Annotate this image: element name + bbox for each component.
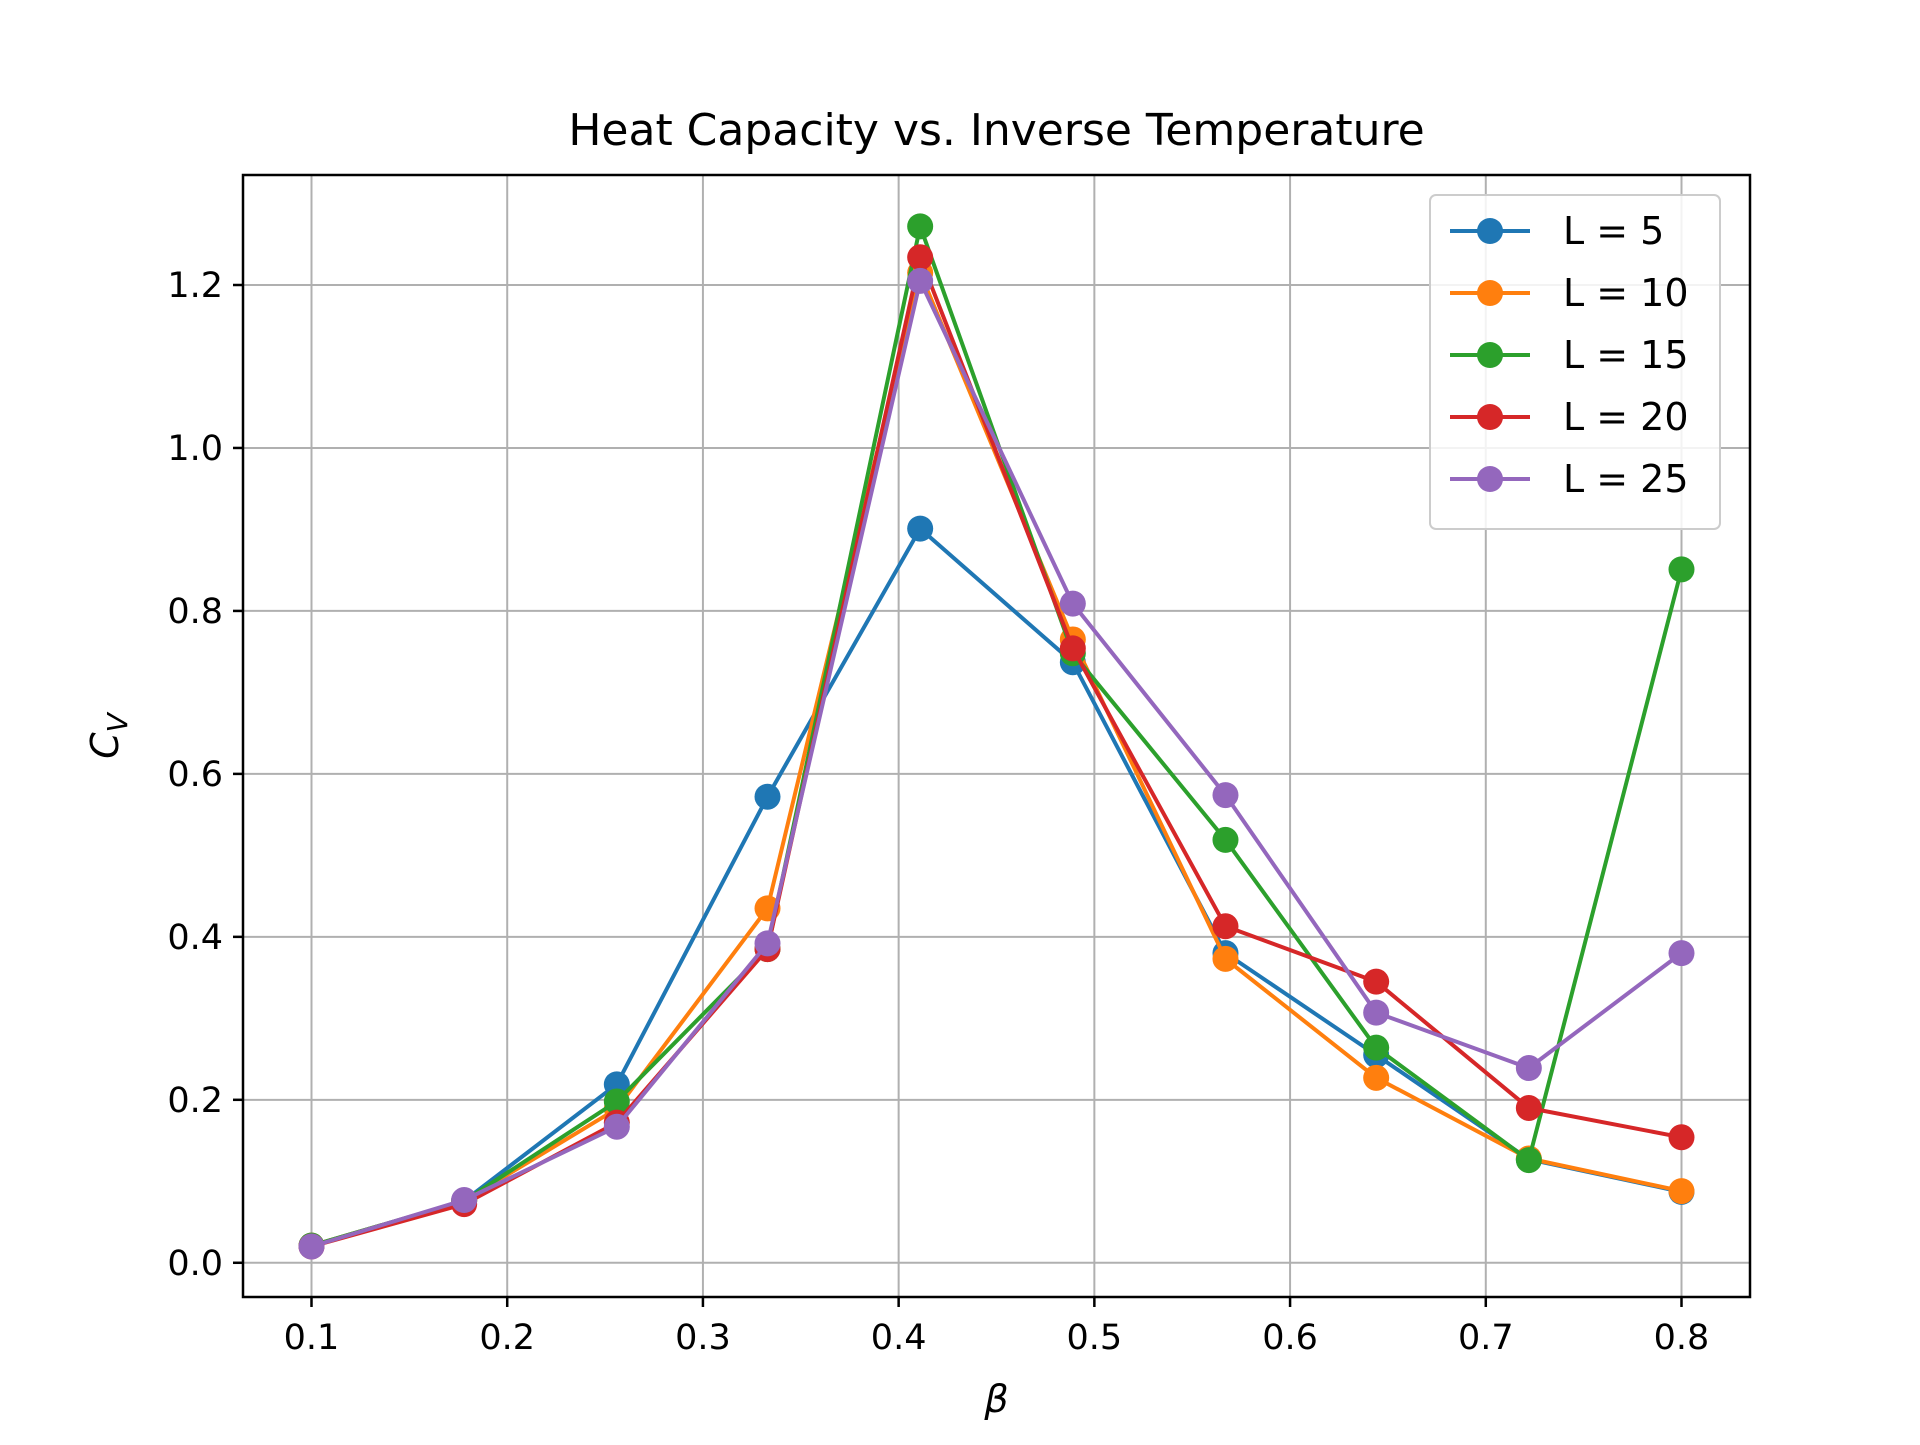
x-tick-label: 0.1: [284, 1318, 340, 1358]
y-tick-label: 0.8: [167, 592, 223, 632]
data-point: [754, 930, 781, 957]
legend: L = 5 L = 10 L = 15 L = 20 L = 25: [1429, 194, 1721, 530]
y-axis-label: CV: [83, 711, 134, 759]
x-axis-label: β: [983, 1377, 1008, 1421]
y-axis-label-main: C: [83, 732, 127, 759]
data-point: [1515, 1094, 1542, 1121]
data-point: [907, 515, 934, 542]
legend-item: L = 20: [1450, 395, 1689, 439]
legend-item: L = 25: [1450, 457, 1689, 501]
data-point: [754, 783, 781, 810]
legend-box: [1429, 194, 1721, 530]
series-layer: [298, 213, 1695, 1260]
legend-item: L = 10: [1450, 271, 1689, 315]
legend-item: L = 5: [1450, 209, 1664, 253]
legend-label: L = 20: [1563, 395, 1689, 439]
series-line: [310, 526, 1682, 1248]
legend-label: L = 10: [1563, 271, 1689, 315]
data-point: [907, 267, 934, 294]
x-tick-label: 0.2: [479, 1318, 535, 1358]
data-point: [1059, 590, 1086, 617]
legend-item: L = 15: [1450, 333, 1689, 377]
ticks: 0.1 0.2 0.3 0.4 0.5 0.6 0.7 0.8 0.0 0.2 0.4 0.6 0.8 1…: [167, 266, 1709, 1358]
data-point: [1515, 1055, 1542, 1082]
data-point: [603, 1113, 630, 1140]
data-point: [907, 244, 934, 271]
x-tick-label: 0.3: [675, 1318, 731, 1358]
y-axis-label-subscript: V: [101, 711, 134, 732]
series-5: [298, 267, 1695, 1260]
x-tick-label: 0.6: [1262, 1318, 1318, 1358]
legend-marker: [1477, 280, 1503, 306]
data-point: [1668, 1124, 1695, 1151]
data-point: [1363, 1034, 1390, 1061]
data-point: [603, 1088, 630, 1115]
series-line: [310, 278, 1683, 1249]
data-point: [1668, 940, 1695, 967]
y-tick-label: 0.0: [167, 1244, 223, 1284]
data-point: [1668, 556, 1695, 583]
data-point: [1668, 1178, 1695, 1205]
y-tick-label: 1.0: [167, 429, 223, 469]
data-point: [1515, 1147, 1542, 1174]
data-point: [451, 1187, 478, 1214]
x-tick-label: 0.8: [1654, 1318, 1710, 1358]
x-tick-label: 0.5: [1067, 1318, 1123, 1358]
legend-marker: [1477, 218, 1503, 244]
data-point: [1363, 968, 1390, 995]
y-tick-label: 0.6: [167, 755, 223, 795]
y-tick-label: 1.2: [167, 266, 223, 306]
chart-title: Heat Capacity vs. Inverse Temperature: [568, 105, 1424, 156]
legend-marker: [1477, 466, 1503, 492]
legend-label: L = 25: [1563, 457, 1689, 501]
data-point: [1212, 913, 1239, 940]
legend-marker: [1477, 404, 1503, 430]
legend-label: L = 5: [1563, 209, 1664, 253]
y-tick-label: 0.4: [167, 918, 223, 958]
legend-label: L = 15: [1563, 333, 1689, 377]
data-point: [1212, 826, 1239, 853]
x-tick-label: 0.4: [871, 1318, 927, 1358]
data-point: [1059, 635, 1086, 662]
axes-frame: [241, 173, 1752, 1299]
data-point: [1212, 945, 1239, 972]
data-point: [298, 1233, 325, 1260]
data-point: [1363, 999, 1390, 1026]
data-point: [1212, 782, 1239, 809]
data-point: [1363, 1064, 1390, 1091]
y-tick-label: 0.2: [167, 1081, 223, 1121]
x-tick-label: 0.7: [1458, 1318, 1514, 1358]
legend-marker: [1477, 342, 1503, 368]
data-point: [907, 213, 934, 240]
